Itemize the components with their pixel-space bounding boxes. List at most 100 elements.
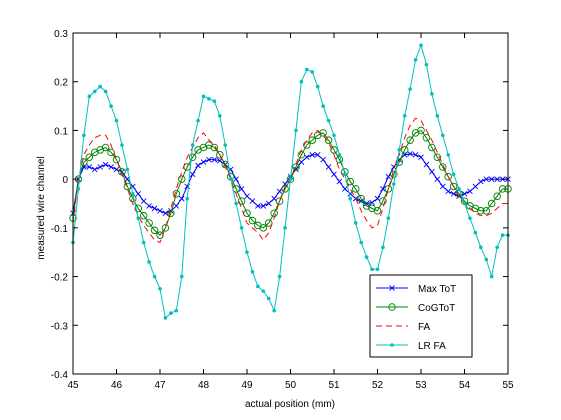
data-point-max-tot (244, 193, 250, 200)
marker-stroke (244, 193, 250, 200)
data-point-lr-fa (392, 182, 396, 186)
marker-stroke (363, 200, 370, 207)
x-tick-label: 45 (67, 380, 79, 391)
data-point-lr-fa (141, 240, 146, 245)
data-point-lr-fa (201, 94, 206, 99)
data-point-max-tot (162, 210, 169, 217)
data-point-max-tot (271, 195, 278, 202)
data-point-lr-fa (479, 245, 483, 250)
data-point-max-tot (499, 176, 506, 182)
data-point-lr-fa (114, 118, 119, 123)
marker-stroke (173, 203, 180, 209)
data-point-lr-fa (277, 274, 282, 279)
legend-marker-max-tot (389, 285, 395, 291)
data-point-lr-fa (103, 89, 108, 94)
data-point-lr-fa (169, 311, 173, 315)
data-point-cogtot (324, 136, 333, 144)
data-point-max-tot (102, 161, 109, 168)
data-point-cogtot (237, 197, 246, 205)
marker-stroke (276, 188, 283, 195)
marker-stroke (135, 190, 142, 197)
data-point-lr-fa (440, 133, 445, 138)
data-point-lr-fa (125, 167, 130, 172)
data-point-cogtot (406, 136, 414, 144)
data-point-max-tot (276, 188, 283, 195)
data-point-lr-fa (424, 62, 429, 67)
data-point-cogtot (395, 158, 404, 166)
marker-stroke (385, 173, 392, 180)
data-point-max-tot (189, 171, 196, 178)
data-point-lr-fa (462, 201, 467, 206)
data-point-max-tot (325, 164, 332, 170)
data-point-lr-fa (326, 118, 331, 123)
marker-stroke (108, 164, 114, 170)
data-point-cogtot (297, 151, 306, 159)
data-point-lr-fa (250, 269, 255, 274)
marker-stroke (206, 156, 212, 163)
data-point-lr-fa (495, 245, 499, 250)
marker-stroke (483, 176, 490, 182)
legend-label-lr-fa: LR FA (418, 341, 446, 352)
data-point-cogtot (112, 155, 121, 164)
data-point-lr-fa (131, 191, 135, 196)
data-point-lr-fa (228, 177, 233, 181)
data-point-max-tot (374, 195, 381, 202)
data-point-lr-fa (484, 257, 489, 262)
data-point-lr-fa (283, 226, 287, 230)
data-point-max-tot (336, 178, 343, 185)
marker-stroke (488, 176, 495, 182)
data-point-max-tot (200, 159, 207, 165)
marker-stroke (461, 190, 468, 197)
data-point-max-tot (309, 151, 316, 158)
data-point-lr-fa (266, 296, 271, 301)
data-point-cogtot (417, 126, 425, 135)
data-point-cogtot (379, 197, 387, 205)
data-point-lr-fa (402, 114, 407, 118)
data-point-max-tot (238, 186, 245, 192)
marker-stroke (298, 159, 305, 165)
marker-stroke (325, 164, 332, 170)
marker-stroke (407, 150, 413, 157)
data-point-cogtot (400, 146, 409, 154)
x-axis-label: actual position (mm) (245, 399, 335, 410)
data-point-cogtot (107, 148, 115, 157)
data-point-max-tot (407, 150, 413, 157)
x-tick-label: 54 (459, 380, 471, 391)
data-point-max-tot (211, 156, 218, 163)
y-tick-label: -0.1 (51, 224, 69, 235)
data-point-max-tot (298, 159, 305, 165)
data-point-lr-fa (109, 104, 113, 108)
data-point-cogtot (177, 175, 186, 183)
marker-stroke (477, 178, 484, 185)
data-point-lr-fa (370, 267, 374, 272)
data-point-max-tot (173, 203, 180, 209)
marker-stroke (211, 156, 218, 163)
data-point-lr-fa (353, 221, 358, 225)
marker-stroke (271, 195, 278, 202)
data-point-cogtot (248, 216, 257, 225)
series-lr-fa (71, 43, 510, 320)
data-point-lr-fa (451, 172, 456, 177)
y-tick-label: 0 (62, 175, 68, 186)
data-point-lr-fa (386, 216, 391, 220)
data-point-lr-fa (473, 230, 478, 235)
data-point-lr-fa (299, 79, 304, 84)
data-point-cogtot (216, 151, 224, 159)
marker-stroke (314, 151, 321, 158)
data-point-max-tot (255, 203, 261, 209)
data-point-max-tot (113, 166, 120, 173)
marker-stroke (140, 198, 147, 204)
data-point-cogtot (449, 182, 458, 191)
data-point-lr-fa (288, 177, 293, 181)
data-point-cogtot (352, 185, 360, 193)
data-point-max-tot (439, 183, 446, 190)
data-point-max-tot (363, 200, 370, 207)
marker-stroke (450, 190, 457, 197)
marker-stroke (162, 210, 169, 217)
marker-stroke (423, 161, 430, 168)
marker-stroke (303, 154, 310, 161)
data-point-cogtot (493, 192, 501, 200)
data-point-max-tot (303, 154, 310, 161)
legend: Max ToT CoGToT FA LR FA (369, 274, 473, 358)
